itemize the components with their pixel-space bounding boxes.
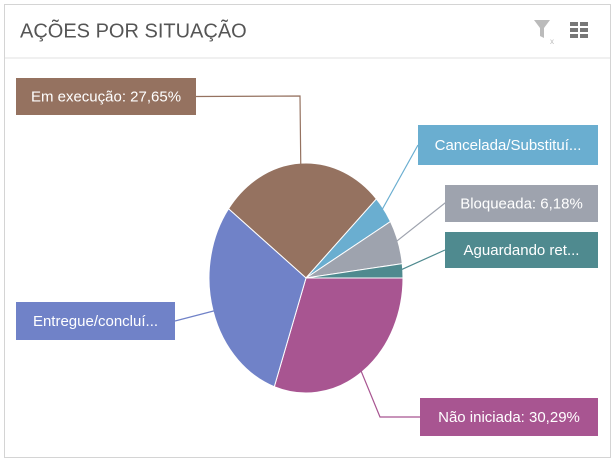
pie-slice [273,277,404,394]
layout-icon[interactable] [570,22,588,38]
data-label: Entregue/concluí... [33,313,158,330]
leader-line [195,95,302,169]
data-label: Não iniciada: 30,29% [438,409,580,426]
data-label: Bloqueada: 6,18% [460,195,583,212]
leader-line [358,366,420,418]
label-box [16,78,196,115]
label-box [445,185,598,222]
leader-line [379,144,419,214]
data-label: Aguardando ret... [464,242,580,259]
widget-title: AÇÕES POR SITUAÇÃO [20,18,247,42]
label-box [420,398,598,436]
data-label: Cancelada/Substituí... [435,137,582,154]
svg-text:x: x [550,37,554,46]
label-box [445,232,598,268]
leader-line [397,249,446,272]
filter-icon[interactable]: x [534,20,554,46]
leader-line [174,309,219,322]
data-label: Em execução: 27,65% [31,88,181,105]
label-box [418,125,598,165]
pie [208,162,404,394]
label-box [16,302,175,340]
